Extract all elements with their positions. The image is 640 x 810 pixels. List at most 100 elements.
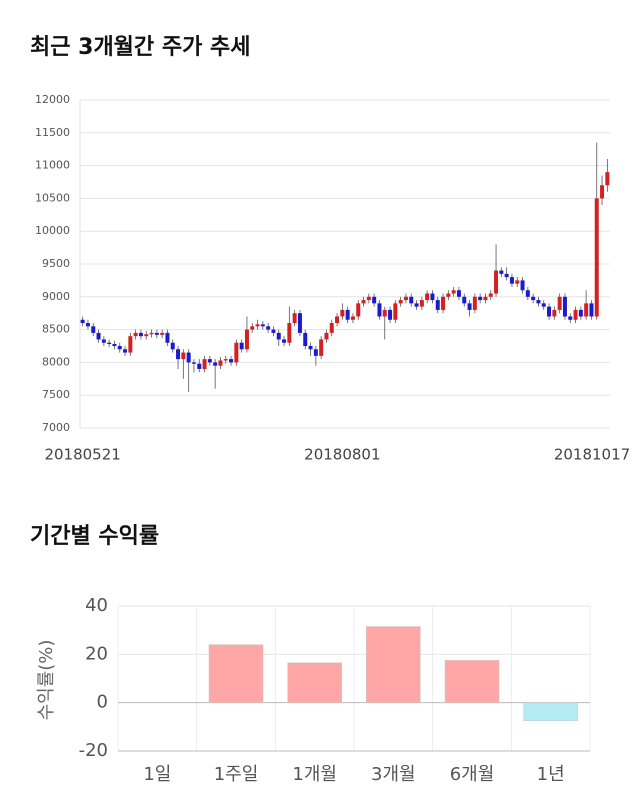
candle-body [244, 329, 249, 350]
candle-body [366, 296, 371, 301]
y-tick-label: 12000 [35, 93, 70, 106]
candle-body [176, 349, 181, 360]
bar [523, 702, 578, 722]
y-axis-label: 수익률(%) [36, 640, 57, 721]
y-tick-label: 10500 [35, 191, 70, 204]
candle-body [578, 309, 583, 317]
candle-body [451, 290, 456, 294]
x-tick-label: 3개월 [371, 764, 416, 785]
chart-title: 기간별 수익률 [30, 524, 159, 549]
candle-body [488, 293, 493, 297]
candle-body [80, 319, 85, 324]
candle-body [250, 326, 255, 330]
candle-body [541, 303, 546, 307]
candle-body [467, 303, 472, 310]
candle-body [112, 344, 117, 346]
y-tick-label: 10000 [35, 224, 70, 237]
candle-body [462, 296, 467, 304]
candle-body [324, 332, 329, 340]
candle-body [186, 352, 191, 363]
candle-body [350, 316, 355, 320]
candle-body [165, 332, 170, 343]
candle-body [170, 342, 175, 350]
candle-body [345, 309, 350, 320]
x-tick-label: 1일 [143, 764, 171, 785]
candle-body [409, 296, 414, 304]
candle-body [456, 290, 461, 297]
candle-body [573, 309, 578, 320]
candle-body [515, 280, 520, 284]
candle-body [138, 332, 143, 337]
candle-body [202, 359, 207, 369]
candle-body [181, 352, 186, 360]
candle-body [91, 326, 96, 333]
candle-body [313, 349, 318, 356]
y-tick-label: 7500 [42, 388, 70, 401]
candle-body [303, 332, 308, 346]
x-tick-label: 20181017 [554, 446, 630, 464]
candle-body [287, 323, 292, 343]
candle-body [552, 309, 557, 317]
candle-body [414, 303, 419, 307]
candle-body [149, 332, 154, 335]
candle-body [446, 293, 451, 297]
bar [444, 660, 500, 703]
candle-body [213, 362, 218, 366]
candle-body [308, 346, 313, 350]
candle-body [600, 185, 605, 199]
candle-body [292, 313, 297, 324]
candle-body [297, 313, 302, 333]
y-tick-label: -20 [79, 740, 108, 761]
candle-body [85, 323, 90, 327]
x-tick-label: 1년 [537, 764, 565, 785]
chart-title: 최근 3개월간 주가 추세 [30, 35, 250, 60]
candle-body [531, 296, 536, 301]
candle-body [329, 323, 334, 333]
candle-body [282, 339, 287, 343]
y-tick-label: 8000 [42, 355, 70, 368]
candle-body [557, 296, 562, 310]
candle-body [223, 359, 228, 361]
candle-body [276, 332, 281, 340]
x-tick-label: 20180521 [44, 446, 120, 464]
candle-body [483, 296, 488, 301]
candle-body [197, 363, 202, 369]
candle-body [101, 339, 106, 343]
candle-body [266, 326, 271, 330]
y-tick-label: 9500 [42, 257, 70, 270]
candle-body [525, 290, 530, 297]
candle-body [536, 300, 541, 304]
candle-body [547, 306, 552, 317]
candle-body [234, 342, 239, 363]
y-tick-label: 7000 [42, 421, 70, 434]
candle-body [160, 332, 165, 335]
candle-body [319, 339, 324, 356]
candle-body [403, 296, 408, 301]
candle-body [191, 362, 196, 364]
candle-body [335, 316, 340, 324]
x-tick-label: 1주일 [214, 764, 259, 785]
candle-body [144, 334, 149, 337]
candle-body [494, 270, 499, 294]
x-tick-label: 6개월 [450, 764, 495, 785]
candle-body [398, 300, 403, 304]
candle-body [107, 342, 112, 345]
candle-body [509, 277, 514, 284]
candle-body [584, 303, 589, 317]
y-tick-label: 40 [85, 595, 108, 616]
y-tick-label: 20 [85, 643, 108, 664]
candle-body [472, 296, 477, 310]
candle-body [239, 342, 244, 350]
candle-body [589, 303, 594, 317]
candle-body [568, 316, 573, 320]
candle-body [393, 303, 398, 320]
candle-body [123, 349, 128, 353]
candle-body [271, 329, 276, 333]
candle-body [229, 359, 234, 363]
candle-body [504, 273, 509, 278]
candle-body [419, 300, 424, 307]
candle-body [562, 296, 567, 317]
candle-body [340, 309, 345, 317]
candle-body [361, 300, 366, 304]
candle-body [372, 296, 377, 304]
